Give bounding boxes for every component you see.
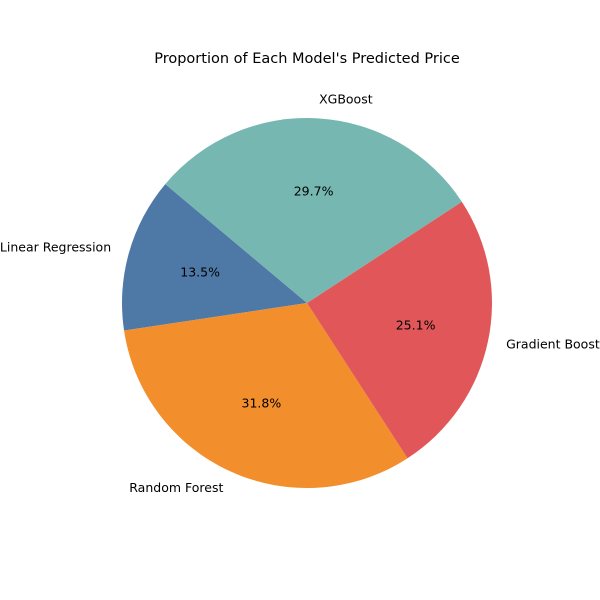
percent-label-linear-regression: 13.5% — [180, 264, 220, 279]
pie-slice-random-forest — [124, 303, 408, 488]
pie-labels: Linear Regression 13.5% Random Forest 31.8%… — [0, 91, 600, 495]
chart-title: Proportion of Each Model's Predicted Pri… — [154, 51, 460, 67]
slice-label-linear-regression: Linear Regression — [0, 239, 111, 254]
percent-label-random-forest: 31.8% — [242, 396, 282, 411]
pie-slice-linear-regression — [121, 184, 307, 331]
slice-label-random-forest: Random Forest — [129, 480, 223, 495]
slice-label-gradient-boosting: Gradient Boosting — [506, 337, 600, 352]
pie-slice-xgboost — [165, 117, 462, 303]
pie-slice-gradient-boosting — [307, 201, 492, 459]
percent-label-gradient-boosting: 25.1% — [396, 317, 436, 332]
pie-slices — [121, 117, 492, 488]
slice-label-xgboost: XGBoost — [319, 91, 373, 106]
percent-label-xgboost: 29.7% — [294, 184, 334, 199]
